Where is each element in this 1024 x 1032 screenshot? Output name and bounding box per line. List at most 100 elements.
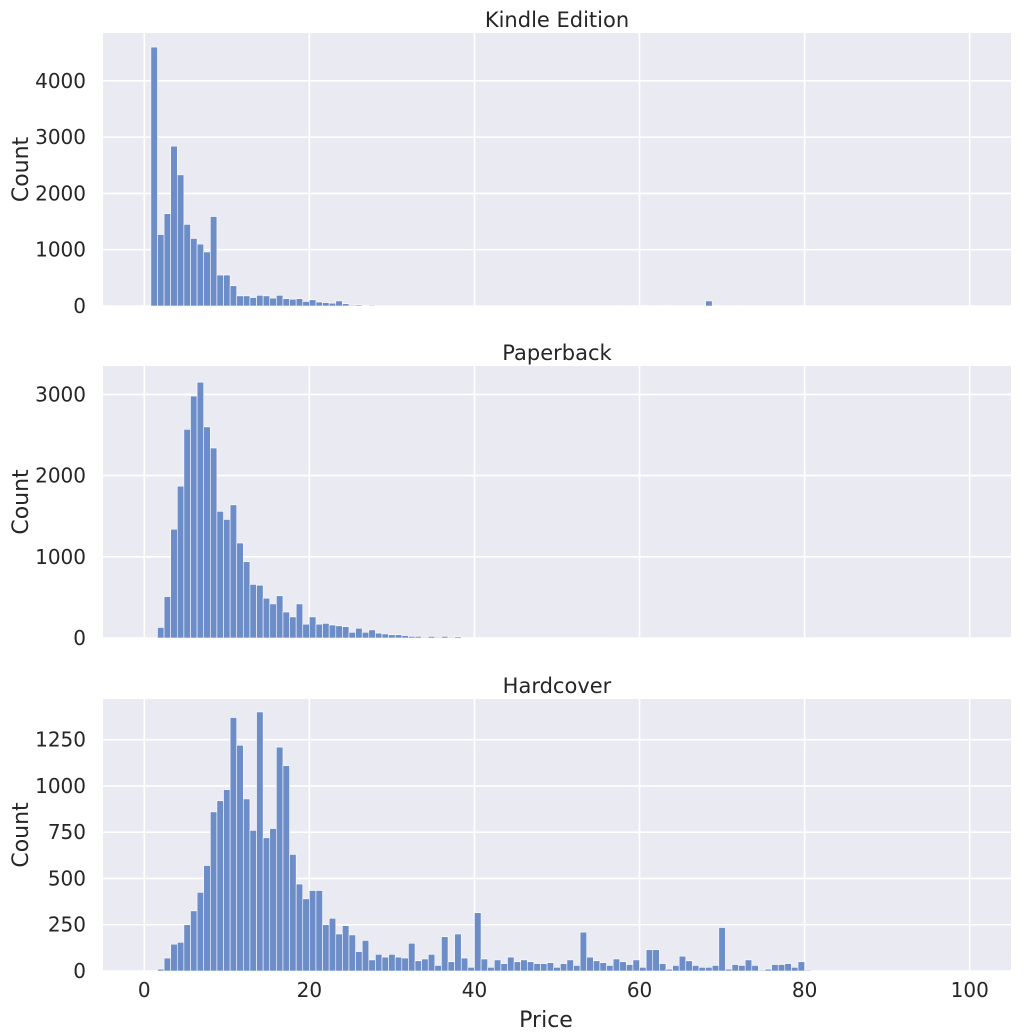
histogram-bar [309, 890, 317, 972]
histogram-bar [447, 636, 455, 639]
histogram-bar [276, 746, 284, 972]
histogram-bar [262, 597, 271, 639]
histogram-bar [460, 957, 469, 972]
histogram-bar [619, 305, 627, 307]
histogram-bar [652, 949, 660, 972]
histogram-bar [434, 965, 442, 972]
histogram-bar [560, 963, 568, 972]
histogram-bar [784, 963, 792, 972]
histogram-bar [342, 925, 350, 972]
x-tick-label: 80 [792, 978, 817, 1002]
y-tick-label: 2000 [35, 464, 86, 488]
histogram-bar [553, 966, 561, 972]
histogram-bar [771, 964, 779, 972]
histogram-bars [150, 46, 812, 307]
y-axis-label: Count [9, 136, 34, 202]
histogram-bar [394, 634, 403, 639]
histogram-bar [744, 959, 753, 972]
histogram-bar [276, 595, 284, 639]
histogram-bar [593, 960, 601, 972]
histogram-bar [190, 238, 198, 307]
histogram-bar [672, 965, 680, 972]
y-tick-label: 3000 [35, 125, 86, 149]
histogram-bar [659, 963, 667, 972]
plot-background [103, 33, 1011, 306]
histogram-bar [566, 959, 574, 972]
histogram-bar [348, 632, 356, 639]
histogram-bar [229, 504, 238, 639]
histogram-bar [322, 623, 330, 639]
histogram-bar [487, 966, 495, 972]
histogram-bar [751, 965, 759, 972]
histogram-bar [210, 811, 218, 972]
histogram-bar [500, 963, 508, 972]
y-tick-label: 1000 [35, 774, 86, 798]
histogram-bar [157, 234, 165, 307]
histogram-bar [513, 961, 521, 972]
y-tick-label: 2000 [35, 181, 86, 205]
histogram-bar [335, 625, 343, 639]
histogram-bar [381, 633, 389, 639]
histogram-bars [157, 381, 812, 639]
y-tick-labels: 0 1000 2000 3000 4000 [35, 69, 86, 318]
histogram-bar [447, 961, 455, 972]
histogram-bar [579, 931, 588, 972]
histogram-bar [421, 958, 429, 972]
histogram-bar [758, 969, 766, 972]
histogram-bar [335, 300, 343, 307]
histogram-bar [441, 936, 449, 972]
histogram-bar [342, 626, 350, 639]
histogram-bar [183, 224, 191, 307]
histogram-bar [223, 274, 231, 307]
histogram-bar [401, 957, 409, 972]
histogram-bar [474, 912, 482, 972]
histogram-bar [249, 297, 257, 307]
x-tick-label: 60 [627, 978, 652, 1002]
histogram-bar [163, 213, 171, 307]
histogram-bar [163, 957, 171, 972]
histogram-bar [322, 924, 330, 972]
histogram-bar [414, 960, 422, 972]
histogram-bar [408, 636, 416, 639]
histogram-bar [183, 429, 191, 639]
histogram-bar [216, 800, 224, 972]
subplot-title: Kindle Edition [485, 8, 629, 32]
histogram-bar [599, 962, 607, 972]
histogram-bar [309, 299, 317, 307]
histogram-bar [223, 789, 231, 972]
histogram-bar [718, 927, 726, 972]
histogram-bar [540, 963, 548, 972]
x-tick-label: 0 [138, 978, 151, 1002]
histogram-bar [170, 943, 178, 972]
histogram-bar [705, 300, 713, 307]
histogram-bar [183, 924, 191, 972]
x-tick-label: 100 [951, 978, 989, 1002]
y-tick-label: 1250 [35, 728, 86, 752]
histogram-bar [738, 305, 746, 307]
histogram-bar [315, 301, 323, 307]
histogram-bar [632, 959, 640, 972]
subplot-title: Hardcover [503, 674, 612, 698]
histogram-bar [210, 216, 218, 307]
histogram-bar [711, 965, 720, 972]
histogram-bar [665, 305, 673, 307]
histogram-bar [738, 965, 746, 972]
histogram-bar [328, 624, 337, 639]
histogram-bar [236, 542, 244, 639]
histogram-bar [243, 561, 251, 639]
histogram-bar [454, 636, 462, 639]
histogram-bar [157, 968, 165, 972]
histogram-bar [236, 295, 244, 307]
y-tick-label: 3000 [35, 382, 86, 406]
panel-paperback: 0 1000 2000 3000 Paperback Count [9, 341, 1011, 650]
histogram-bar [797, 961, 805, 972]
histogram-bar [269, 297, 277, 307]
histogram-bar [804, 969, 812, 972]
histogram-bar [467, 966, 475, 972]
histogram-bars [157, 711, 812, 972]
histogram-bar [322, 302, 330, 307]
histogram-bar [295, 603, 304, 639]
y-tick-labels: 0 250 500 750 1000 1250 [35, 728, 86, 983]
histogram-bar [243, 798, 251, 972]
histogram-bar [361, 305, 370, 307]
